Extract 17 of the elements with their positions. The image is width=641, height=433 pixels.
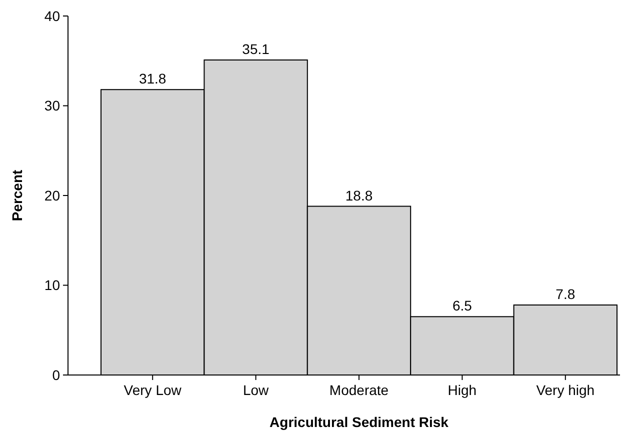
data-label: 18.8 (345, 187, 373, 204)
y-tick-label: 20 (44, 187, 60, 204)
x-tick-label: Very high (536, 382, 595, 398)
x-tick-label: High (448, 382, 477, 398)
y-tick-label: 10 (44, 277, 60, 294)
x-tick-label: Very Low (124, 382, 182, 398)
data-label: 6.5 (452, 298, 472, 314)
x-tick-label: Moderate (329, 382, 389, 398)
y-tick-label: 0 (52, 366, 60, 383)
y-tick-label: 40 (44, 8, 60, 24)
x-axis-title: Agricultural Sediment Risk (270, 414, 449, 430)
data-label: 31.8 (138, 70, 166, 87)
y-tick-label: 30 (44, 98, 60, 114)
data-label: 7.8 (556, 286, 576, 302)
data-label: 35.1 (242, 40, 270, 57)
x-tick-label: Low (242, 382, 270, 398)
y-axis-title: Percent (9, 169, 25, 222)
